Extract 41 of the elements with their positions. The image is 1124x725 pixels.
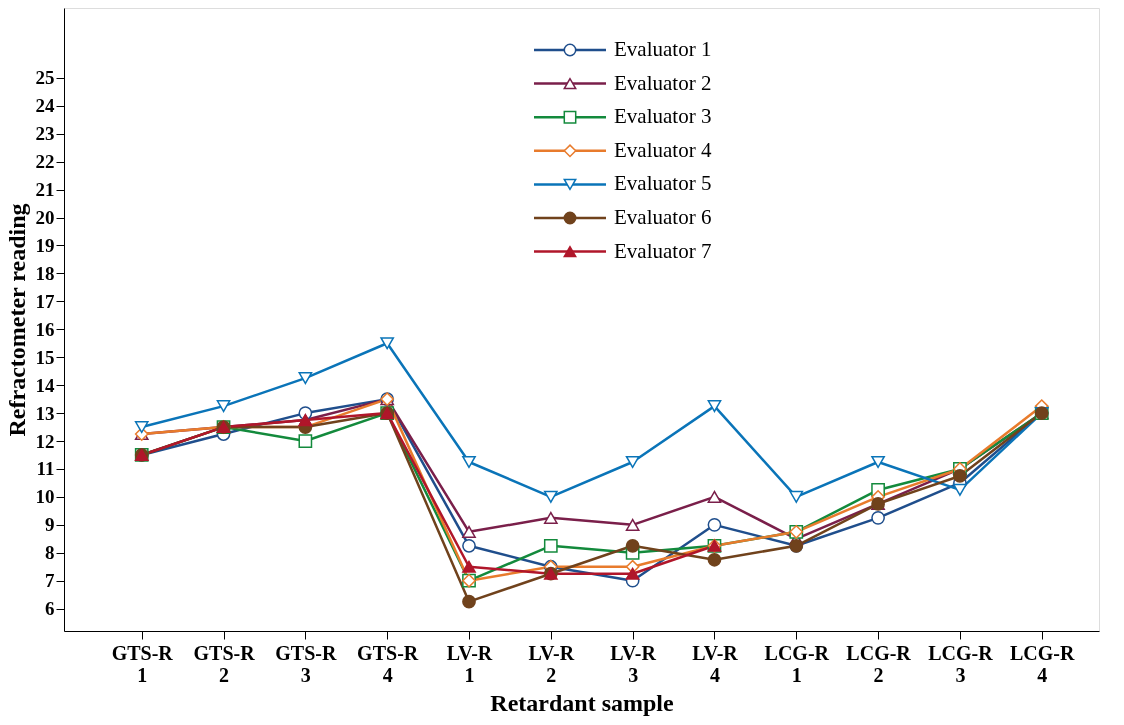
y-tick-label: 14 [35, 374, 55, 396]
y-tick-label: 6 [45, 598, 55, 620]
legend-label: Evaluator 7 [614, 238, 712, 263]
y-tick-label: 16 [35, 318, 55, 340]
y-tick-label: 9 [45, 514, 55, 536]
x-tick-label: GTS-R 1 [111, 641, 174, 686]
y-tick-label: 18 [35, 262, 55, 284]
y-tick-label: 15 [35, 346, 55, 368]
y-axis-title: Refractometer reading [3, 203, 30, 437]
legend-label: Evaluator 5 [614, 171, 712, 196]
y-tick-label: 19 [35, 234, 55, 256]
x-axis-title: Retardant sample [490, 689, 674, 716]
legend-label: Evaluator 4 [614, 137, 712, 162]
x-tick-label: GTS-R 4 [357, 641, 419, 686]
y-tick-label: 11 [36, 458, 55, 480]
y-tick-label: 10 [35, 486, 55, 508]
x-tick-label: LCG-R 1 [764, 641, 830, 686]
legend-label: Evaluator 1 [614, 37, 712, 61]
legend-label: Evaluator 2 [614, 70, 712, 95]
y-tick-label: 17 [35, 290, 55, 312]
y-tick-label: 22 [35, 151, 55, 173]
y-tick-label: 23 [35, 123, 55, 145]
x-tick-label: LCG-R 4 [1010, 641, 1075, 686]
y-tick-label: 13 [35, 402, 55, 424]
y-tick-label: 8 [45, 542, 55, 564]
y-tick-label: 24 [35, 95, 55, 117]
x-tick-label: LV-R 4 [692, 641, 739, 686]
x-tick-label: GTS-R 2 [193, 641, 256, 686]
y-tick-label: 21 [35, 179, 55, 201]
y-tick-label: 20 [35, 207, 55, 229]
y-tick-label: 25 [35, 67, 55, 89]
y-tick-label: 12 [35, 430, 55, 452]
legend-label: Evaluator 6 [614, 205, 712, 229]
x-tick-label: LV-R 2 [528, 641, 575, 686]
legend-label: Evaluator 3 [614, 104, 712, 129]
x-tick-label: LCG-R 3 [928, 641, 994, 686]
x-tick-label: LCG-R 2 [846, 641, 912, 686]
x-tick-label: LV-R 1 [446, 641, 493, 686]
x-tick-label: GTS-R 3 [275, 641, 337, 686]
y-tick-label: 7 [45, 570, 55, 592]
x-tick-label: LV-R 3 [610, 641, 657, 686]
